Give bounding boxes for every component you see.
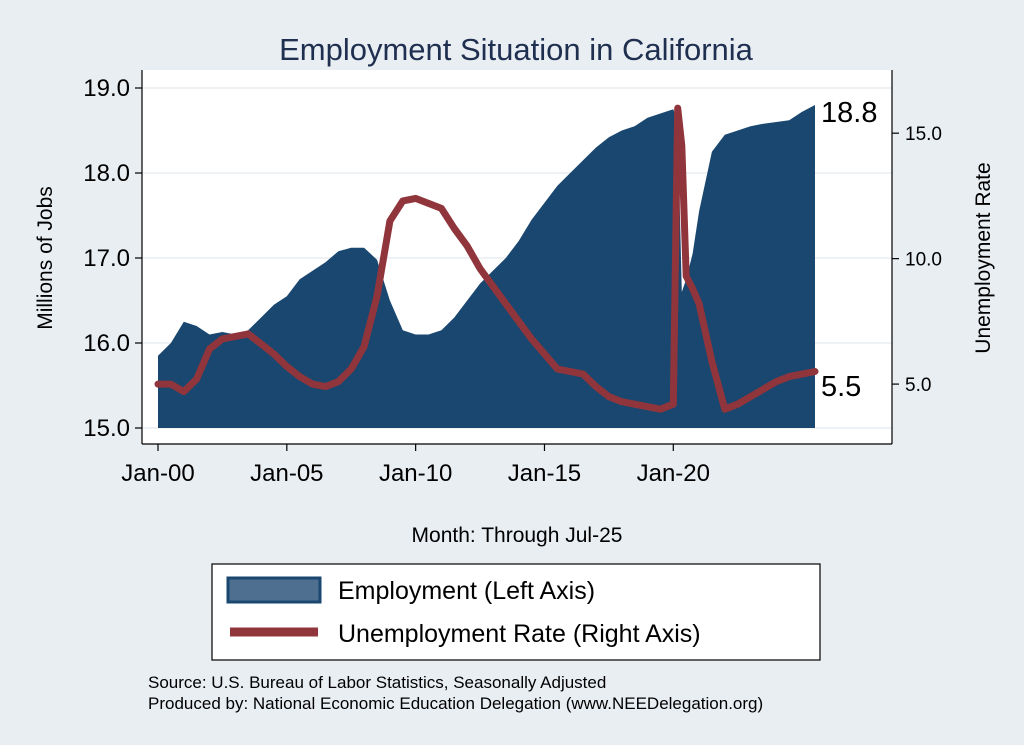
x-tick-label: Jan-00	[121, 460, 194, 487]
y-left-tick-label: 15.0	[83, 415, 130, 442]
y-left-axis-ticks: 15.0 16.0 17.0 18.0 19.0	[83, 75, 142, 442]
x-tick-label: Jan-15	[508, 460, 581, 487]
y-right-axis-ticks: 5.0 10.0 15.0	[892, 124, 942, 396]
x-axis-ticks: Jan-00 Jan-05 Jan-10 Jan-15 Jan-20	[121, 444, 710, 487]
legend-label-employment: Employment (Left Axis)	[338, 577, 595, 605]
y-right-tick-label: 10.0	[905, 250, 942, 271]
y-right-tick-label: 5.0	[905, 375, 931, 396]
x-tick-label: Jan-10	[379, 460, 452, 487]
y-left-tick-label: 18.0	[83, 160, 130, 187]
x-tick-label: Jan-05	[250, 460, 323, 487]
x-axis-label: Month: Through Jul-25	[412, 524, 623, 547]
chart-title: Employment Situation in California	[279, 32, 754, 67]
legend-swatch-employment	[226, 576, 322, 604]
y-left-axis-label: Millions of Jobs	[34, 186, 57, 330]
x-tick-label: Jan-20	[637, 460, 710, 487]
source-note: Source: U.S. Bureau of Labor Statistics,…	[148, 673, 606, 692]
employment-area	[158, 105, 815, 428]
unemployment-end-label: 5.5	[821, 371, 861, 403]
y-right-tick-label: 15.0	[905, 124, 942, 145]
y-right-axis-label: Unemployment Rate	[972, 162, 995, 353]
legend: Employment (Left Axis) Unemployment Rate…	[211, 563, 821, 661]
y-left-tick-label: 17.0	[83, 245, 130, 272]
legend-label-unemployment: Unemployment Rate (Right Axis)	[338, 620, 701, 648]
producer-note: Produced by: National Economic Education…	[148, 694, 763, 713]
employment-end-label: 18.8	[821, 97, 877, 129]
y-left-tick-label: 19.0	[83, 75, 130, 102]
unemployment-line	[154, 104, 819, 413]
y-left-tick-label: 16.0	[83, 330, 130, 357]
axes	[141, 70, 893, 445]
